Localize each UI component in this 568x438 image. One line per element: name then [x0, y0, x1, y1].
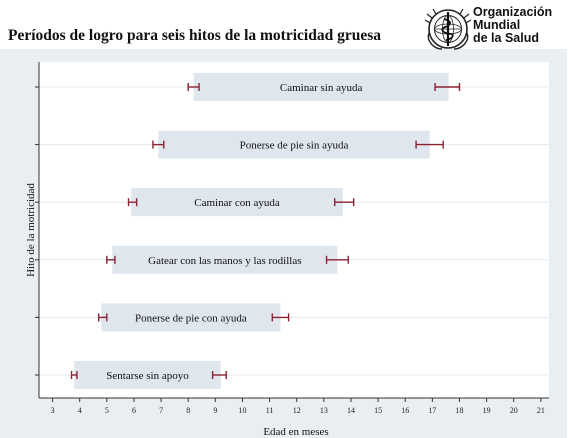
logo-line: Organización [473, 5, 553, 19]
x-tick-label: 6 [132, 406, 136, 415]
x-tick-label: 10 [238, 406, 246, 415]
x-tick-label: 11 [266, 406, 274, 415]
y-ticks-group [35, 86, 39, 376]
who-logo-text: Organización Mundial de la Salud [473, 6, 552, 45]
bar-labels-group: Caminar sin ayuda Ponerse de pie sin ayud… [106, 82, 362, 382]
x-tick-label: 21 [537, 406, 545, 415]
bar-label: Sentarse sin apoyo [106, 370, 189, 382]
x-tick-label: 13 [320, 406, 328, 415]
bar-label: Caminar con ayuda [194, 197, 280, 209]
x-tick-label: 15 [374, 406, 382, 415]
bar-label: Ponerse de pie sin ayuda [240, 140, 349, 152]
y-axis-label: Hito de la motricidad [25, 183, 37, 277]
x-axis-label: Edad en meses [263, 426, 328, 438]
bar-label: Caminar sin ayuda [280, 82, 363, 94]
x-tick-label: 4 [78, 406, 82, 415]
milestone-bar [131, 188, 343, 217]
error-bars-group [70, 83, 461, 379]
x-ticks-group: 3 4 5 6 7 8 9 10 11 12 13 14 15 16 17 18 19 20 21 [51, 398, 545, 415]
milestone-bar [74, 361, 221, 389]
x-tick-label: 20 [510, 406, 518, 415]
who-emblem-icon [424, 8, 472, 50]
x-tick-label: 9 [213, 406, 217, 415]
plot-area [39, 62, 549, 398]
x-tick-label: 12 [293, 406, 301, 415]
x-tick-label: 3 [51, 406, 55, 415]
milestone-bar [193, 73, 449, 101]
bar-label: Ponerse de pie con ayuda [135, 312, 247, 324]
x-tick-label: 7 [159, 406, 163, 415]
x-tick-label: 18 [455, 406, 463, 415]
x-tick-label: 16 [401, 406, 409, 415]
x-tick-label: 14 [347, 406, 355, 415]
x-tick-label: 5 [105, 406, 109, 415]
x-tick-label: 8 [186, 406, 190, 415]
milestone-bar [112, 245, 338, 274]
x-tick-label: 17 [428, 406, 436, 415]
logo-line: Mundial [473, 18, 521, 32]
milestone-bar [158, 130, 430, 159]
chart-title: Períodos de logro para seis hitos de la … [8, 27, 381, 44]
logo-line: de la Salud [473, 31, 539, 45]
bars-group [74, 73, 449, 389]
bar-label: Gatear con las manos y las rodillas [148, 255, 301, 267]
x-tick-label: 19 [483, 406, 491, 415]
milestone-bar [101, 303, 281, 332]
